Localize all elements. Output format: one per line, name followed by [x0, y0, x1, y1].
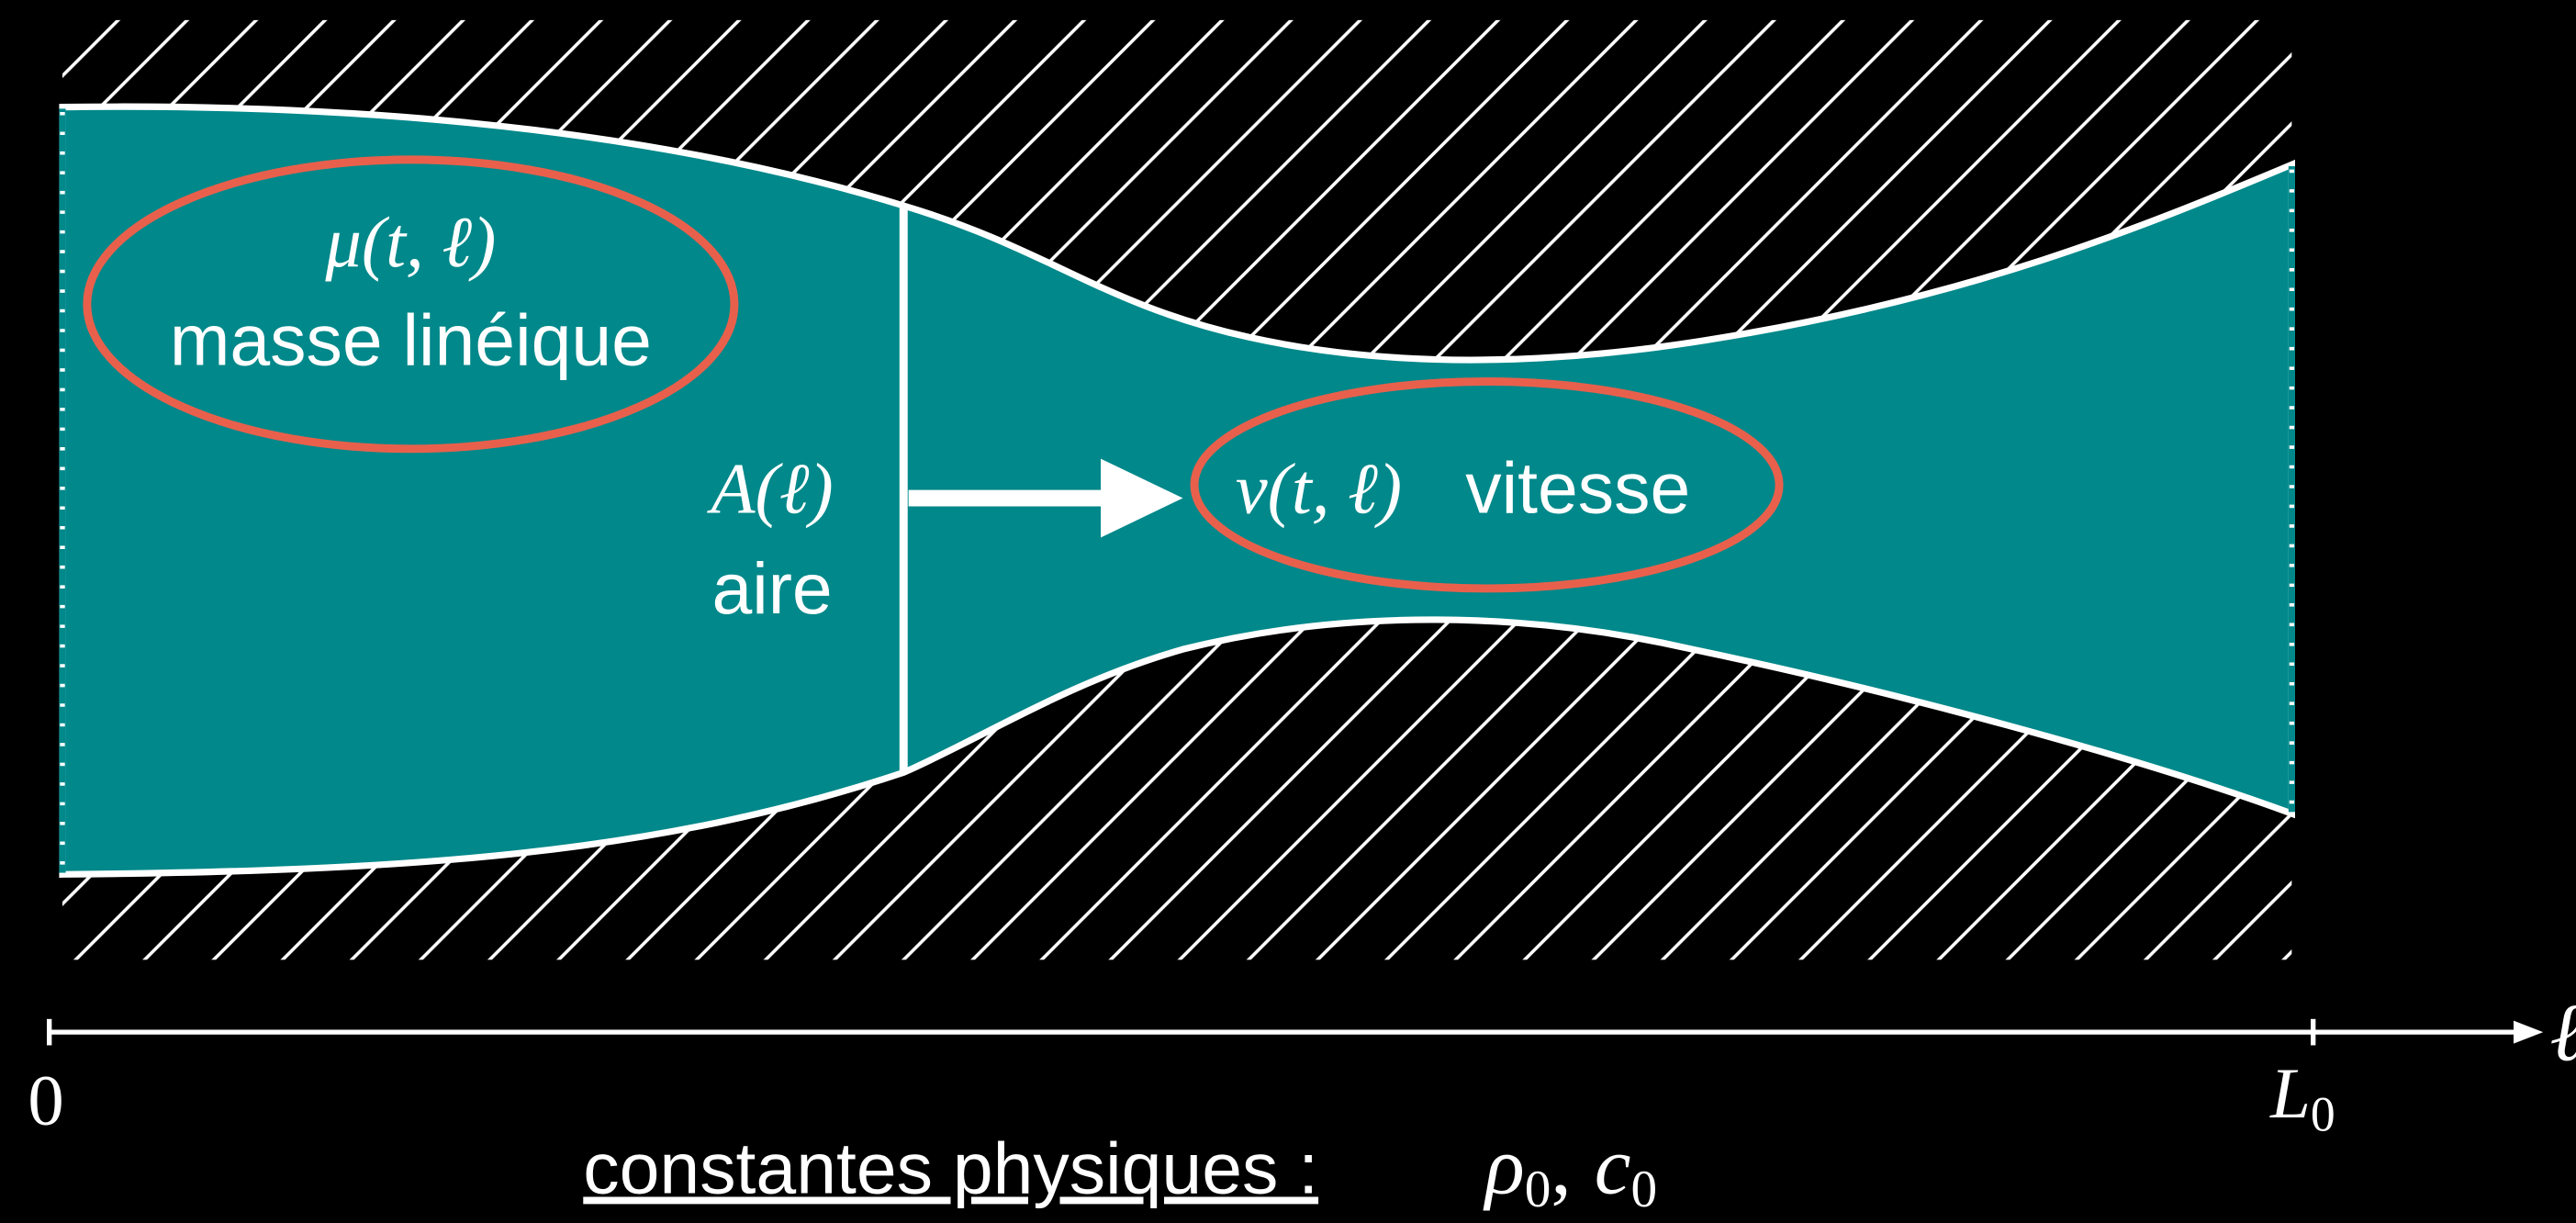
- velocity-label: vitesse: [1465, 448, 1690, 529]
- axis-start: 0: [28, 1060, 63, 1140]
- mass-ellipse: [83, 155, 739, 454]
- mu-label: μ(t, ℓ): [324, 203, 496, 283]
- arrow-head: [1100, 458, 1183, 538]
- footer-text: constantes physiques :: [583, 1128, 1318, 1208]
- rho-sub: 0: [1525, 1161, 1551, 1218]
- v-label: v(t, ℓ): [1236, 450, 1402, 530]
- tube: [59, 103, 2295, 878]
- velocity-ellipse: [1190, 376, 1784, 593]
- footer-constants: ρ0, c0: [1483, 1120, 1657, 1217]
- outlet-bg: [2288, 166, 2295, 813]
- rho: ρ: [1483, 1120, 1525, 1211]
- axis-variable: ℓ: [2549, 988, 2576, 1079]
- axis-end-symbol: L: [2269, 1054, 2311, 1134]
- axis-arrow: [2513, 1020, 2544, 1044]
- axis-end: L0: [2269, 1054, 2335, 1141]
- mass-label: masse linéique: [170, 300, 652, 381]
- c-symbol: c: [1595, 1120, 1631, 1211]
- area-label: aire: [711, 548, 832, 629]
- separator: ,: [1551, 1120, 1571, 1211]
- c-sub: 0: [1630, 1161, 1657, 1218]
- area-symbol: A(ℓ): [706, 450, 833, 530]
- axis-end-sub: 0: [2311, 1086, 2335, 1141]
- inlet-bg: [59, 108, 66, 873]
